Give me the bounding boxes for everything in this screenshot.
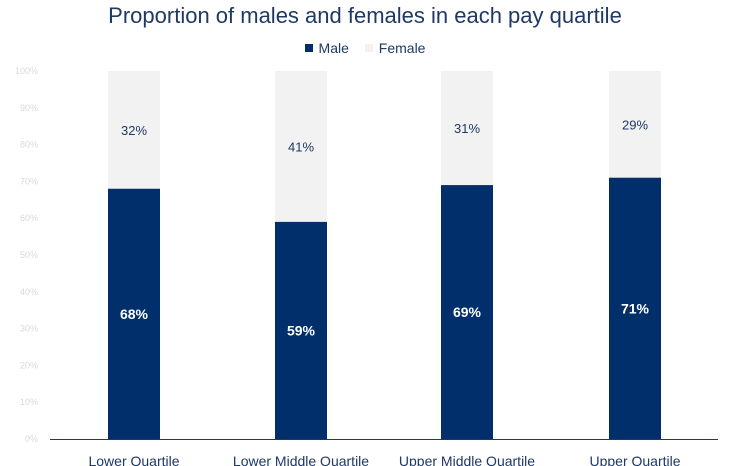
x-tick-label: Lower Quartile [88,453,179,466]
legend-item-male: Male [304,40,349,56]
legend: Male Female [0,39,730,56]
y-tick-label: 100% [15,66,38,76]
chart-title: Proportion of males and females in each … [108,3,622,28]
bar-male [609,177,661,439]
bar-female [441,71,493,186]
y-tick-label: 80% [20,140,38,150]
y-tick-label: 70% [20,176,38,186]
legend-label-male: Male [318,40,349,56]
y-tick-label: 60% [20,213,38,223]
bar-female [609,71,661,178]
data-label-male: 68% [120,306,149,322]
data-label-female: 31% [454,121,480,136]
y-tick-label: 0% [25,434,38,444]
y-tick-label: 10% [20,397,38,407]
bar-male [441,185,493,439]
bar-male [275,221,327,439]
legend-label-female: Female [378,40,426,56]
data-label-male: 71% [621,300,650,316]
data-label-female: 29% [622,117,648,132]
data-label-female: 32% [121,123,147,138]
x-tick-label: Upper Quartile [589,453,680,466]
bar-female [275,71,327,222]
legend-swatch-male [304,44,313,52]
y-tick-label: 50% [20,250,38,260]
legend-swatch-female [364,44,373,52]
y-tick-label: 30% [20,324,38,334]
bar-female [108,71,160,189]
data-label-female: 41% [288,139,314,154]
y-tick-label: 90% [20,103,38,113]
data-label-male: 69% [453,304,482,320]
data-label-male: 59% [287,322,316,338]
bar-male [108,188,160,439]
x-tick-label: Lower Middle Quartile [233,453,369,466]
x-tick-label: Upper Middle Quartile [399,453,535,466]
y-tick-label: 40% [20,287,38,297]
y-tick-label: 20% [20,360,38,370]
legend-item-female: Female [364,40,426,56]
